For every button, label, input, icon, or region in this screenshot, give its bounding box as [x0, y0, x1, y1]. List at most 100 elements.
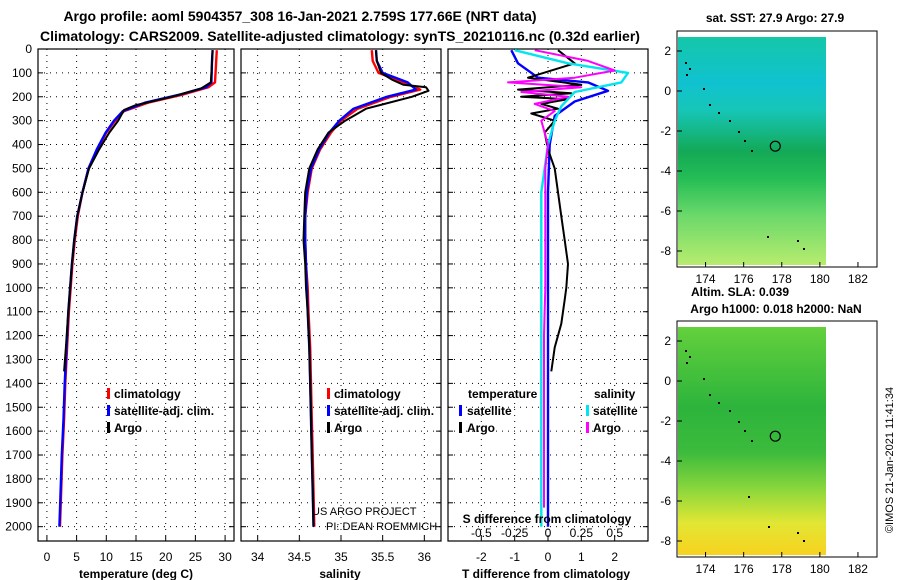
island-dot: [718, 402, 720, 404]
legend-temperature-title: temperature: [468, 387, 538, 401]
island-dot: [718, 112, 720, 114]
sst-map-axes: 174 176 178 180 182 2 0 -2 -4 -6 -8: [660, 44, 868, 286]
temperature-grid: [38, 48, 234, 541]
series-line-s-satellite: [514, 49, 630, 527]
y-tick-label: 200: [12, 90, 32, 104]
island-dot: [686, 362, 688, 364]
sla-map-title: Argo h1000: 0.018 h2000: NaN: [690, 302, 861, 316]
x-tick-label: 25: [189, 550, 203, 564]
salinity-legend: climatology satellite-adj. clim. Argo: [327, 387, 434, 435]
legend-salinity-title: salinity: [594, 387, 636, 401]
x-tick-label: 5: [73, 550, 80, 564]
island-dot: [797, 240, 799, 242]
lon-tick-label: 176: [734, 562, 754, 576]
x-tick-label: 35.5: [371, 550, 395, 564]
y-tick-label: 800: [12, 233, 32, 247]
y-tick-label: 1400: [5, 376, 32, 390]
lat-tick-label: -2: [660, 414, 671, 428]
x-tick-label: 34.5: [288, 550, 312, 564]
altimetry-sla-label: Altim. SLA: 0.039: [691, 285, 789, 299]
island-dot: [686, 74, 688, 76]
figure-title-line-2: Climatology: CARS2009. Satellite-adjuste…: [40, 28, 640, 44]
argo-float-position-marker: [769, 140, 781, 152]
lon-tick-label: 182: [848, 562, 868, 576]
x-tick-label: 36: [418, 550, 432, 564]
island-dot: [689, 68, 691, 70]
t-difference-axis-label: T difference from climatology: [462, 567, 630, 580]
x-tick-label: 2: [611, 550, 618, 564]
legend-satellite-label: satellite-adj. clim.: [114, 404, 214, 418]
y-tick-label: 2000: [5, 520, 32, 534]
salinity-grid: [241, 48, 441, 541]
s-tick-label: 0: [545, 526, 552, 540]
legend-t-satellite-swatch: [459, 405, 462, 416]
island-dot: [744, 140, 746, 142]
x-tick-label: -2: [476, 550, 487, 564]
lon-tick-label: 178: [772, 272, 792, 286]
y-tick-label: 900: [12, 257, 32, 271]
legend-s-satellite-label: satellite: [593, 404, 638, 418]
project-credit-line-1: US ARGO PROJECT: [312, 506, 417, 518]
depth-axis: 0 100 200 300 400 500 600 700 800 900 1000 1100 1200…: [5, 42, 32, 534]
sla-map-axes: 174 176 178 180 182 2 0 -2 -4 -6 -8: [660, 334, 868, 576]
legend-climatology-swatch: [107, 388, 110, 399]
salinity-series: [302, 50, 430, 527]
island-dot: [738, 131, 740, 133]
s-difference-axis-label: S difference from climatology: [463, 512, 632, 526]
temperature-series: [58, 50, 218, 527]
y-tick-label: 1000: [5, 281, 32, 295]
island-dot: [738, 421, 740, 423]
lon-tick-label: 176: [734, 272, 754, 286]
lat-tick-label: -8: [660, 534, 671, 548]
legend-satellite-swatch: [107, 405, 110, 416]
s-difference-x-axis: -0.5 -0.25 0 0.25 0.5: [471, 526, 623, 540]
lat-tick-label: 2: [664, 334, 671, 348]
x-tick-label: 0: [44, 550, 51, 564]
y-tick-label: 400: [12, 138, 32, 152]
island-dot: [767, 236, 769, 238]
island-dot: [751, 440, 753, 442]
sst-map-title: sat. SST: 27.9 Argo: 27.9: [706, 11, 845, 25]
island-dot: [709, 394, 711, 396]
imos-credit: ©IMOS 21-Jan-2021 11:41:34: [884, 387, 896, 533]
lat-tick-label: -4: [660, 164, 671, 178]
island-dot: [729, 120, 731, 122]
argo-float-position-marker: [769, 430, 781, 442]
lon-tick-label: 182: [848, 272, 868, 286]
x-tick-label: 0: [545, 550, 552, 564]
s-tick-label: 0.5: [606, 526, 623, 540]
series-line-argo: [63, 50, 214, 372]
sla-map-coastline: [685, 350, 805, 542]
lat-tick-label: -6: [660, 204, 671, 218]
island-dot: [803, 540, 805, 542]
y-tick-label: 300: [12, 114, 32, 128]
island-dot: [685, 350, 687, 352]
x-tick-label: 20: [159, 550, 173, 564]
difference-legend: temperature salinity satellite Argo sate…: [459, 387, 638, 435]
legend-argo-swatch: [107, 422, 110, 433]
y-tick-label: 600: [12, 185, 32, 199]
salinity-axis-label: salinity: [319, 567, 361, 580]
y-tick-label: 1900: [5, 496, 32, 510]
y-tick-label: 1100: [6, 305, 32, 319]
s-tick-label: 0.25: [570, 526, 594, 540]
x-tick-label: -1: [509, 550, 520, 564]
legend-argo-label: Argo: [114, 421, 142, 435]
temperature-x-axis: 0 5 10 15 20 25 30: [44, 550, 233, 564]
sst-map-coastline: [685, 62, 805, 250]
island-dot: [748, 496, 750, 498]
lat-tick-label: 0: [664, 84, 671, 98]
legend-t-argo-swatch: [459, 422, 462, 433]
lon-tick-label: 174: [696, 272, 716, 286]
island-dot: [803, 248, 805, 250]
series-line-s-argo: [507, 49, 616, 508]
lon-tick-label: 178: [772, 562, 792, 576]
y-tick-label: 1200: [5, 329, 32, 343]
y-tick-label: 0: [25, 42, 32, 56]
sla-map-panel: Argo h1000: 0.018 h2000: NaN 174 176 178 18…: [660, 302, 878, 576]
x-tick-label: 15: [129, 550, 143, 564]
legend-climatology-label: climatology: [334, 387, 401, 401]
island-dot: [703, 378, 705, 380]
y-tick-label: 700: [12, 209, 32, 223]
x-tick-label: 1: [578, 550, 585, 564]
